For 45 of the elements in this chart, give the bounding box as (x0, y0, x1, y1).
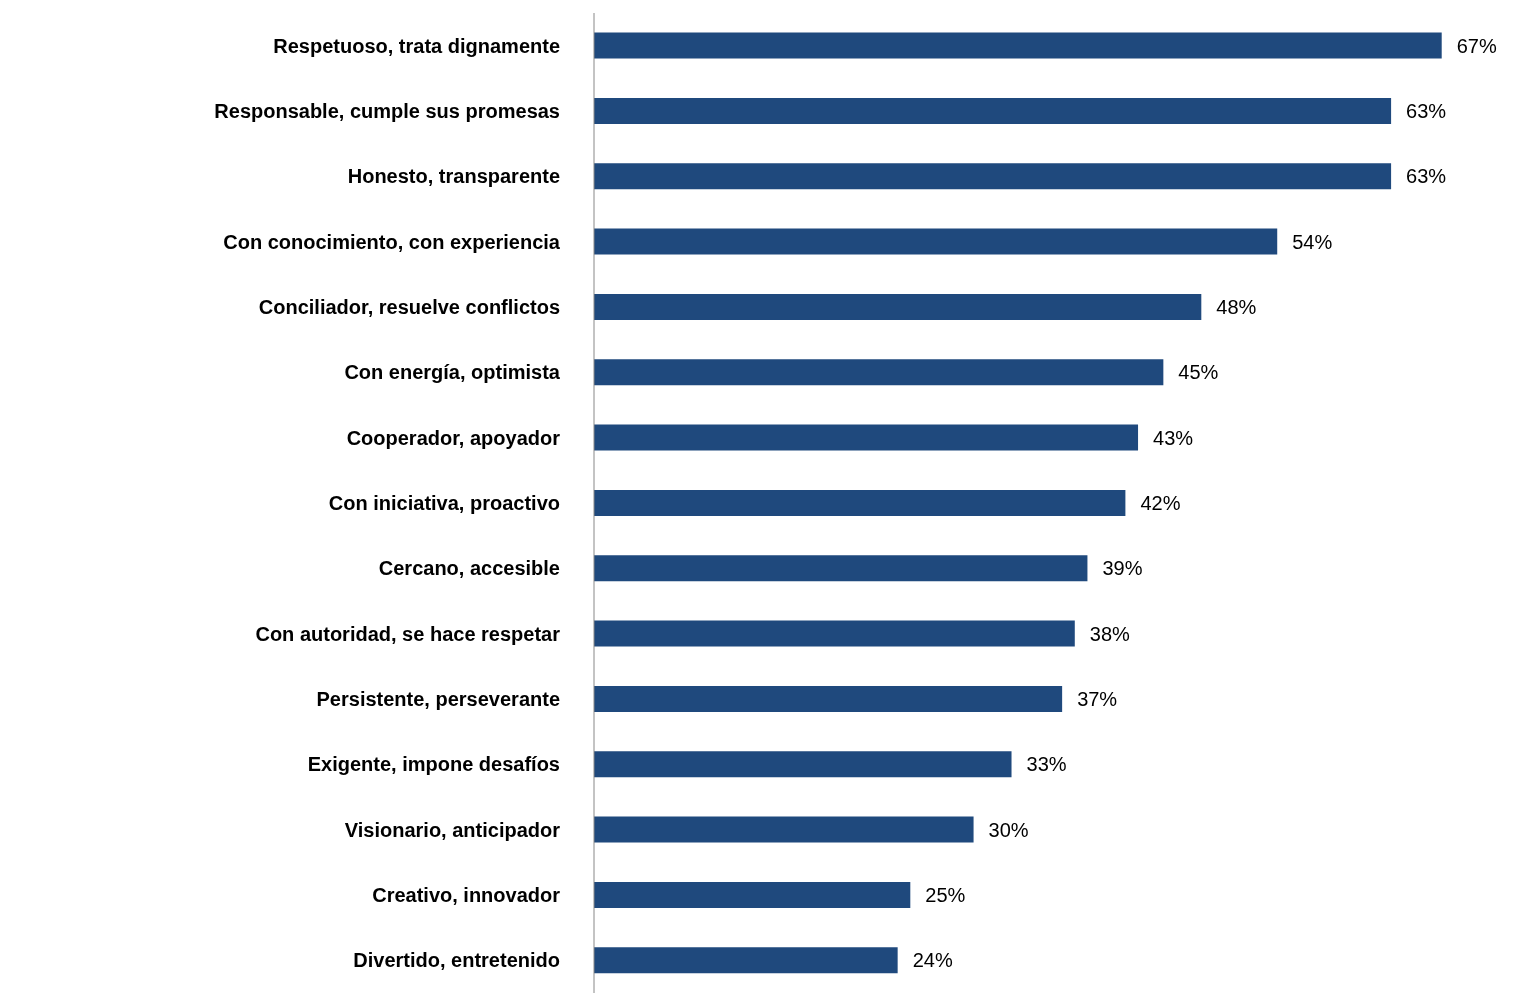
data-label: 33% (1026, 753, 1067, 776)
data-label: 38% (1089, 622, 1131, 645)
bar (594, 620, 1075, 647)
data-label: 54% (1292, 230, 1333, 253)
y-tick-label: Con autoridad, se hace respetar (255, 622, 561, 645)
data-label: 43% (1153, 426, 1194, 449)
y-tick-label: Respetuoso, trata dignamente (273, 34, 560, 57)
data-label: 37% (1077, 688, 1118, 711)
y-tick-label: Cercano, accesible (378, 557, 560, 580)
y-tick-label: Exigente, impone desafíos (307, 753, 560, 776)
data-label: 30% (988, 818, 1029, 841)
data-label: 67% (1456, 34, 1497, 57)
bar (594, 685, 1063, 712)
y-tick-label: Visionario, anticipador (344, 818, 561, 841)
bar (594, 751, 1012, 778)
y-tick-label: Creativo, innovador (372, 884, 561, 906)
data-label: 24% (912, 949, 953, 972)
y-tick-label: Con iniciativa, proactivo (328, 492, 560, 514)
data-label: 39% (1102, 557, 1143, 580)
y-tick-label: Con conocimiento, con experiencia (223, 230, 561, 253)
y-tick-label: Honesto, transparente (347, 165, 560, 188)
bar (594, 424, 1139, 451)
data-label: 45% (1178, 361, 1219, 384)
bar (594, 947, 898, 974)
data-label: 63% (1406, 165, 1447, 188)
data-label: 63% (1406, 100, 1447, 123)
y-tick-label: Divertido, entretenido (353, 949, 560, 972)
y-tick-label: Conciliador, resuelve conflictos (258, 296, 560, 318)
y-tick-label: Cooperador, apoyador (346, 426, 561, 449)
bar (594, 228, 1278, 255)
y-tick-label: Responsable, cumple sus promesas (214, 100, 560, 122)
bar (594, 32, 1442, 59)
data-label: 42% (1140, 492, 1181, 515)
y-tick-label: Con energía, optimista (344, 361, 561, 384)
bar (594, 816, 974, 843)
y-tick-label: Persistente, perseverante (316, 688, 560, 710)
data-label: 48% (1216, 296, 1257, 319)
bar (594, 881, 911, 908)
bar (594, 359, 1164, 386)
bar (594, 555, 1088, 582)
data-label: 25% (925, 884, 966, 907)
bar (594, 293, 1202, 320)
bar (594, 97, 1392, 124)
bar (594, 489, 1126, 516)
bar (594, 163, 1392, 190)
